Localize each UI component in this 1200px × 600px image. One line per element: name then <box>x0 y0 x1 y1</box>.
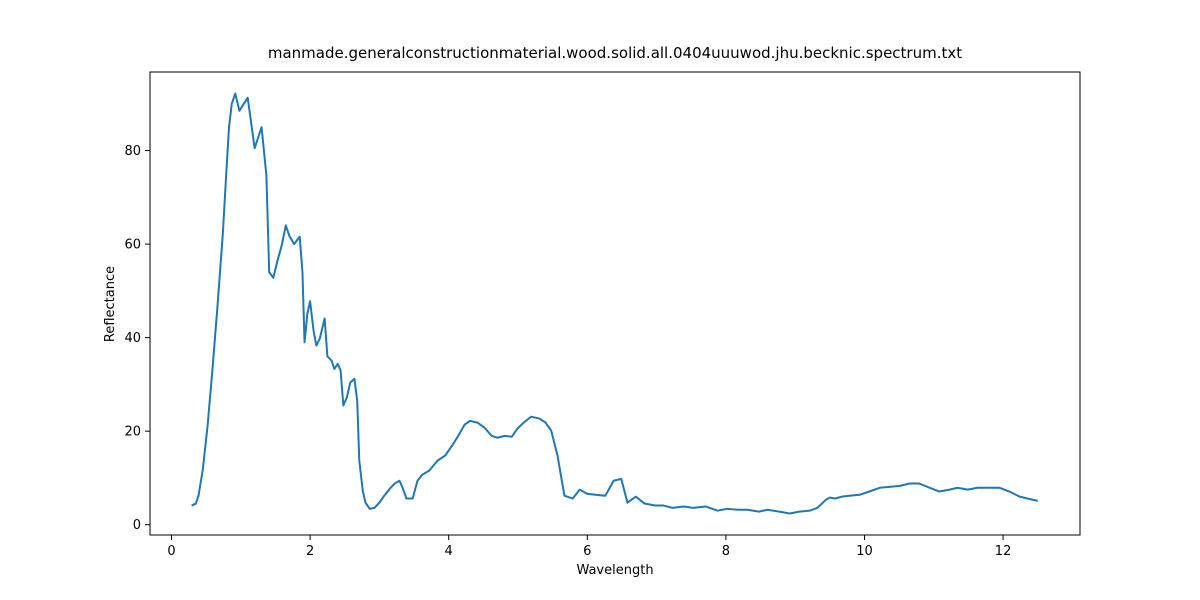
axes-frame <box>149 71 1081 536</box>
x-tick-label: 2 <box>306 544 314 559</box>
x-axis-label: Wavelength <box>576 563 653 578</box>
x-tick-label: 6 <box>583 544 591 559</box>
chart-title: manmade.generalconstructionmaterial.wood… <box>268 44 962 62</box>
x-tick-label: 10 <box>856 544 873 559</box>
y-tick-label: 60 <box>124 238 141 253</box>
data-line <box>191 92 1038 515</box>
y-tick-label: 20 <box>124 425 141 440</box>
x-tick-label: 12 <box>995 544 1012 559</box>
x-tick-label: 8 <box>722 544 730 559</box>
y-tick-label: 80 <box>124 144 141 159</box>
x-tick-label: 4 <box>445 544 453 559</box>
y-tick-label: 0 <box>133 518 141 533</box>
x-tick-label: 0 <box>167 544 175 559</box>
y-axis-label: Reflectance <box>103 266 118 342</box>
y-tick-label: 40 <box>124 331 141 346</box>
